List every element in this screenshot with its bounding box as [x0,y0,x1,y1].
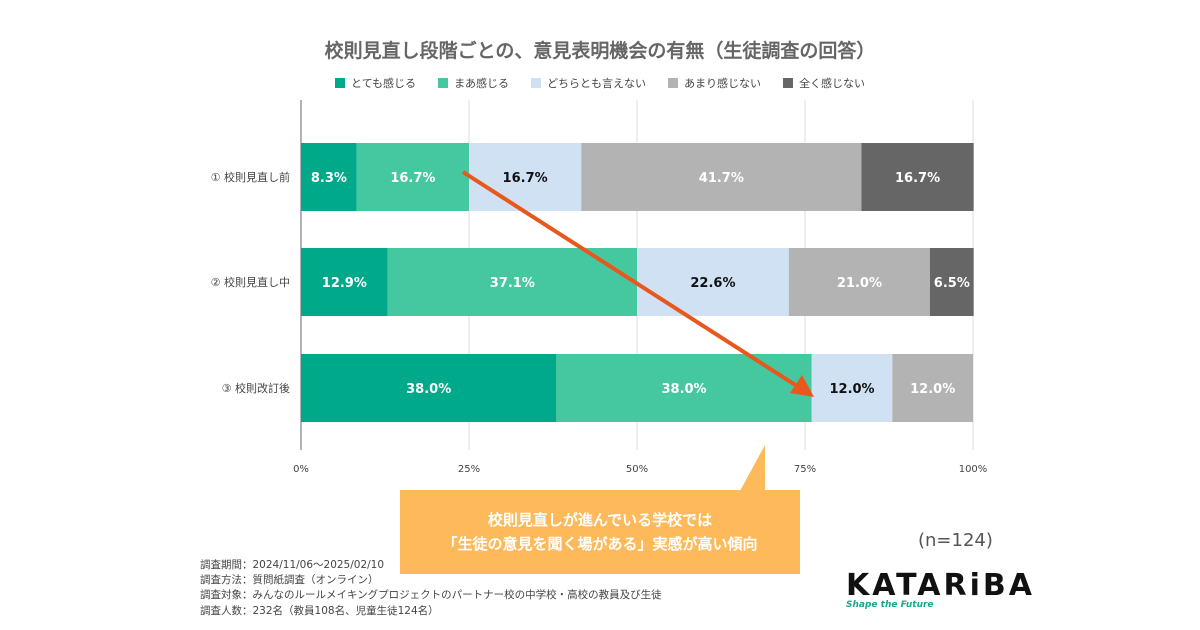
legend-item: とても感じる [334,75,417,91]
legend: とても感じる まあ感じる どちらとも言えない あまり感じない 全く感じない [0,75,1200,91]
x-tick-label: 50% [626,464,648,475]
data-label: 22.6% [690,276,735,291]
bar-segment [637,248,789,316]
bar-segment [469,143,582,211]
note-period: 調査期間：2024/11/06〜2025/02/10 [200,559,385,571]
bar-segment [356,143,469,211]
callout-pointer [740,445,765,491]
category-label: ② 校則見直し中 [211,275,290,289]
bar-segment [581,143,862,211]
legend-label: あまり感じない [684,77,762,90]
category-label: ① 校則見直し前 [211,170,290,184]
survey-notes: 調査期間：2024/11/06〜2025/02/10 調査方法：質問紙調査（オン… [200,558,662,619]
data-label: 12.0% [829,382,874,397]
bar-segment [301,143,357,211]
callout-box: 校則見直しが進んでいる学校では 「生徒の意見を聞く場がある」実感が高い傾向 [400,490,800,574]
legend-swatch [668,78,679,88]
legend-swatch [531,78,542,88]
katariba-logo: KATARiBA Shape the Future [846,568,1035,610]
legend-item: まあ感じる [438,75,509,91]
bar-segment [929,248,974,316]
chart-title: 校則見直し段階ごとの、意見表明機会の有無（生徒調査の回答） [324,40,876,62]
sample-size: (n=124) [918,530,993,551]
x-tick-label: 75% [794,464,816,475]
callout-line-1: 校則見直しが進んでいる学校では [487,511,713,529]
data-label: 16.7% [390,171,435,186]
data-label: 38.0% [661,382,706,397]
legend-item: どちらとも言えない [531,75,646,91]
bar-segment [811,354,893,422]
x-tick-label: 100% [959,464,988,475]
callout-line-2: 「生徒の意見を聞く場がある」実感が高い傾向 [442,535,758,553]
data-label: 16.7% [503,171,548,186]
bar-segment [387,248,637,316]
bar-segment [861,143,974,211]
legend-swatch [334,78,345,88]
bar-segment [892,354,973,422]
data-label: 37.1% [490,276,535,291]
trend-arrow [461,170,802,390]
data-label: 8.3% [311,171,347,186]
legend-swatch [783,78,794,88]
bar-segment [788,248,930,316]
data-label: 41.7% [699,171,744,186]
data-label: 21.0% [837,276,882,291]
legend-label: 全く感じない [799,77,866,90]
note-count: 調査人数：232名（教員108名、児童生徒124名） [200,604,439,617]
bar-segment [301,248,388,316]
data-label: 6.5% [934,276,970,291]
data-label: 12.9% [322,276,367,291]
logo-tagline: Shape the Future [846,600,934,610]
note-method: 調査方法：質問紙調査（オンライン） [200,574,379,587]
legend-label: どちらとも言えない [547,77,647,90]
data-label: 38.0% [406,382,451,397]
note-target: 調査対象：みんなのルールメイキングプロジェクトのパートナー校の中学校・高校の教員… [200,589,662,602]
legend-swatch [438,78,449,88]
logo-text: KATARiBA [846,568,1035,603]
data-label: 12.0% [910,382,955,397]
bar-segment [556,354,812,422]
legend-item: 全く感じない [783,75,865,91]
legend-label: まあ感じる [454,77,510,90]
legend-item: あまり感じない [668,75,761,91]
x-tick-label: 0% [293,464,309,475]
bar-segment [301,354,557,422]
legend-label: とても感じる [350,77,417,90]
arrow-head [790,375,814,397]
x-tick-label: 25% [458,464,480,475]
data-label: 16.7% [895,171,940,186]
category-label: ③ 校則改訂後 [222,381,290,395]
